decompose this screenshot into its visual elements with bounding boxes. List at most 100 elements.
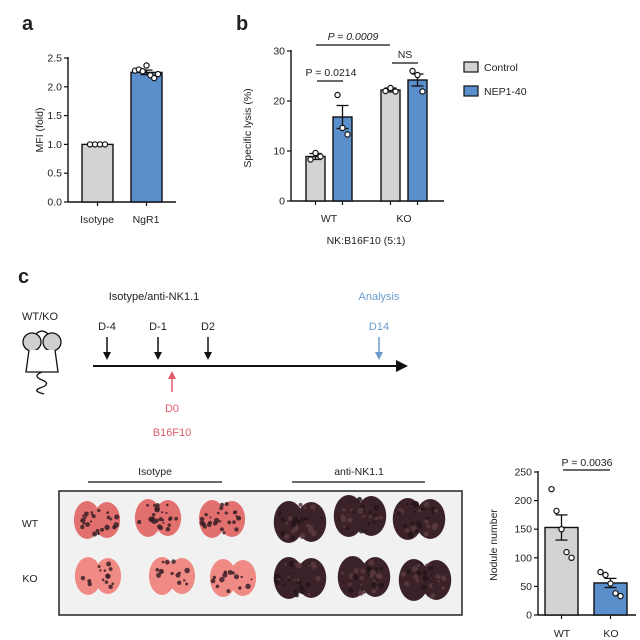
panel-label-b: b (236, 13, 248, 35)
chart-a-isotype-data-point (101, 141, 109, 148)
legend-label-control: Control (484, 62, 518, 74)
chart-nodule-ytick-label: 250 (514, 467, 532, 479)
chart-b-ko-control-data-point (382, 87, 389, 95)
chart-b-ko-nep1-40-data-point (414, 71, 421, 79)
lung-ko-2 (148, 557, 196, 595)
chart-nodule-ylabel: Nodule number (488, 509, 500, 581)
chart-nodule-wt-data-point (548, 485, 555, 493)
chart-nodule-ko-data-point (602, 571, 609, 579)
sig-label-0036: P = 0.0036 (562, 457, 613, 469)
chart-nodule-ytick-label: 150 (514, 524, 532, 536)
chart-a-ngr1-data-point (150, 74, 158, 82)
lung-wt-5 (333, 495, 387, 537)
chart-b-xtick-1: KO (396, 213, 411, 225)
analysis-label: Analysis (359, 291, 400, 303)
chart-b-wt-control-data-point (312, 149, 319, 157)
chart-b-ko-nep1-40-data-point (419, 88, 426, 95)
injection-label: B16F10 (153, 427, 192, 439)
chart-a-ytick-label: 0.0 (47, 197, 62, 209)
chart-nodule-xtick-1: KO (603, 628, 618, 640)
arrow-d0 (168, 371, 176, 392)
lung-wt-6 (392, 498, 446, 540)
day-label-d0: D0 (165, 403, 179, 415)
chart-b-ko-control-data-point (387, 84, 394, 92)
chart-b-wt-control-data-point (317, 153, 324, 160)
chart-b-ko-control-data-point (392, 88, 399, 95)
chart-b-ko-nep1-40-data-point (409, 67, 416, 75)
arrow-d-1 (154, 337, 162, 360)
photo-group-isotype: Isotype (138, 466, 172, 478)
chart-a: MFI (fold) 0.0 0.5 1.0 1.5 2.0 2.5 Isotype Ng… (34, 53, 176, 226)
chart-b-ylabel: Specific lysis (%) (242, 88, 254, 167)
lung-wt-3 (198, 500, 246, 538)
chart-a-ytick-label: 0.5 (47, 168, 62, 180)
chart-nodule-wt-data-point (568, 554, 575, 562)
chart-a-xtick-1: NgR1 (133, 214, 160, 226)
sig-label-ns: NS (398, 49, 413, 61)
chart-nodule-ko-data-point (612, 590, 619, 597)
lung-ko-6 (398, 559, 452, 601)
lung-ko-1 (74, 557, 122, 595)
chart-a-ytick-label: 1.5 (47, 110, 62, 122)
legend-label-nep1-40: NEP1-40 (484, 86, 527, 98)
panel-label-c: c (18, 266, 29, 288)
day-label-d-1: D-1 (149, 321, 167, 333)
chart-a-ylabel: MFI (fold) (34, 108, 46, 153)
sig-label-0009: P = 0.0009 (328, 31, 379, 43)
chart-b-wt-nep1-40-data-point (339, 124, 346, 132)
chart-a-xtick-0: Isotype (80, 214, 114, 226)
chart-b: Specific lysis (%) 0 10 20 30 WT KO NK:B16F… (242, 31, 527, 247)
photo-group-anti-nk1-1: anti-NK1.1 (334, 466, 384, 478)
chart-nodule-wt-data-point (563, 548, 570, 556)
lung-photo: Isotype anti-NK1.1 WT KO (22, 466, 463, 616)
chart-b-wt-nep1-40-data-point (334, 91, 341, 99)
panel-label-a: a (22, 13, 34, 35)
chart-b-xtick-0: WT (321, 213, 338, 225)
treatment-label: Isotype/anti-NK1.1 (109, 291, 200, 303)
lung-ko-3 (209, 559, 257, 597)
chart-a-ngr1-bar (130, 71, 163, 203)
chart-nodule-ko-data-point (607, 580, 614, 587)
photo-row-ko: KO (22, 573, 37, 585)
chart-nodule-ytick-label: 50 (520, 581, 532, 593)
legend-swatch-nep1-40 (463, 85, 479, 97)
lung-wt-4 (273, 501, 327, 543)
timeline-axis-arrow (93, 360, 408, 372)
chart-nodule-ytick-label: 0 (526, 610, 532, 622)
sig-label-0214: P = 0.0214 (306, 67, 357, 79)
chart-a-ytick-label: 2.0 (47, 81, 62, 93)
chart-a-isotype-bar (81, 143, 114, 203)
chart-a-ngr1-data-point (154, 70, 162, 78)
chart-b-ytick-label: 20 (273, 96, 285, 108)
chart-b-wt-control-bar (305, 155, 326, 202)
timeline: WT/KO Isotype/anti-NK1.1 Analysis D-4 D-… (22, 291, 408, 439)
arrow-d14 (375, 337, 383, 360)
mouse-icon (22, 330, 62, 395)
legend-swatch-control (463, 61, 479, 73)
chart-b-ytick-label: 30 (273, 46, 285, 58)
chart-b-wt-control-data-point (307, 156, 314, 163)
chart-nodule-ko-data-point (597, 568, 604, 576)
chart-b-wt-nep1-40-data-point (344, 131, 351, 138)
chart-nodule-ytick-label: 100 (514, 552, 532, 564)
chart-b-xlabel: NK:B16F10 (5:1) (327, 235, 406, 247)
chart-a-ytick-label: 2.5 (47, 53, 62, 65)
chart-nodule-wt-data-point (553, 507, 560, 515)
chart-b-ko-control-bar (380, 89, 401, 202)
lung-ko-4 (273, 557, 327, 599)
chart-b-ytick-label: 0 (279, 196, 285, 208)
chart-a-ngr1-data-point (143, 62, 150, 69)
mouse-genotype-label: WT/KO (22, 311, 58, 323)
chart-nodule-wt-data-point (558, 526, 565, 533)
photo-row-wt: WT (22, 518, 39, 530)
chart-nodule-ko-data-point (617, 592, 624, 600)
chart-b-ko-nep1-40-bar (407, 79, 428, 202)
day-label-d2: D2 (201, 321, 215, 333)
lung-wt-1 (73, 501, 121, 539)
chart-nodule-xtick-0: WT (554, 628, 571, 640)
lung-wt-2 (134, 499, 182, 537)
chart-a-ngr1-data-point (139, 68, 146, 75)
arrow-d2 (204, 337, 212, 360)
chart-b-ytick-label: 10 (273, 146, 285, 158)
